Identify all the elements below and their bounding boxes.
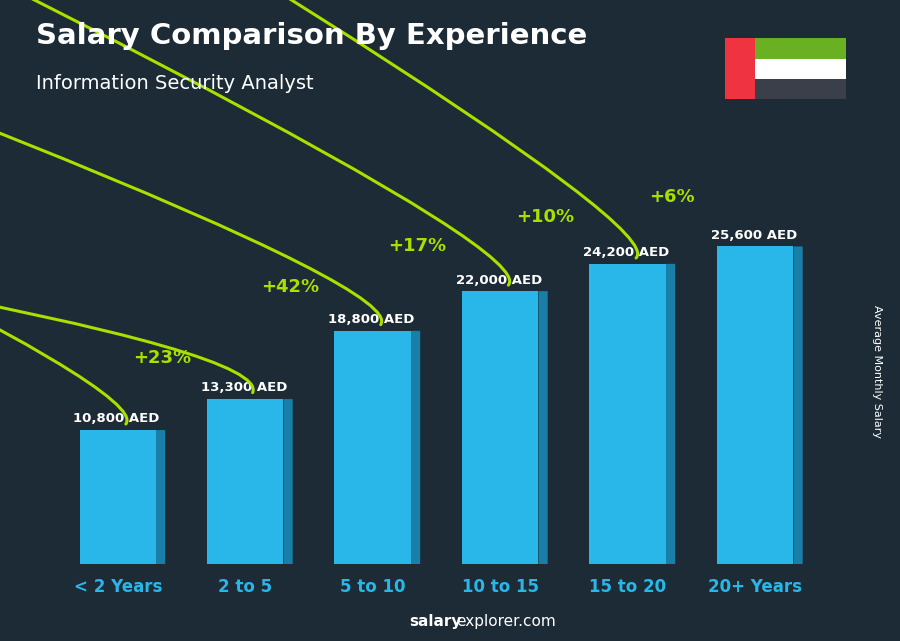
Text: Information Security Analyst: Information Security Analyst xyxy=(36,74,313,93)
Text: +10%: +10% xyxy=(516,208,574,226)
Text: +6%: +6% xyxy=(650,188,695,206)
Text: +42%: +42% xyxy=(261,278,319,297)
Polygon shape xyxy=(79,430,156,564)
Polygon shape xyxy=(207,399,284,564)
Polygon shape xyxy=(666,264,675,564)
Text: Average Monthly Salary: Average Monthly Salary xyxy=(872,305,883,438)
Bar xyxy=(755,59,846,79)
Text: 10,800 AED: 10,800 AED xyxy=(73,412,159,426)
Polygon shape xyxy=(717,247,794,564)
Text: Salary Comparison By Experience: Salary Comparison By Experience xyxy=(36,22,587,51)
Polygon shape xyxy=(411,331,420,564)
Text: 18,800 AED: 18,800 AED xyxy=(328,313,415,326)
Polygon shape xyxy=(156,430,166,564)
Text: salary: salary xyxy=(410,615,462,629)
Polygon shape xyxy=(794,247,803,564)
Text: 22,000 AED: 22,000 AED xyxy=(455,274,542,287)
Polygon shape xyxy=(284,399,292,564)
Text: +17%: +17% xyxy=(388,237,446,255)
Polygon shape xyxy=(462,291,538,564)
Text: +23%: +23% xyxy=(133,349,192,367)
Bar xyxy=(755,79,846,99)
Bar xyxy=(755,38,846,59)
Bar xyxy=(724,38,755,99)
Text: 25,600 AED: 25,600 AED xyxy=(711,229,796,242)
Polygon shape xyxy=(335,331,411,564)
Text: 13,300 AED: 13,300 AED xyxy=(201,381,287,394)
Text: explorer.com: explorer.com xyxy=(456,615,556,629)
Polygon shape xyxy=(590,264,666,564)
Polygon shape xyxy=(538,291,548,564)
Text: 24,200 AED: 24,200 AED xyxy=(583,246,670,259)
